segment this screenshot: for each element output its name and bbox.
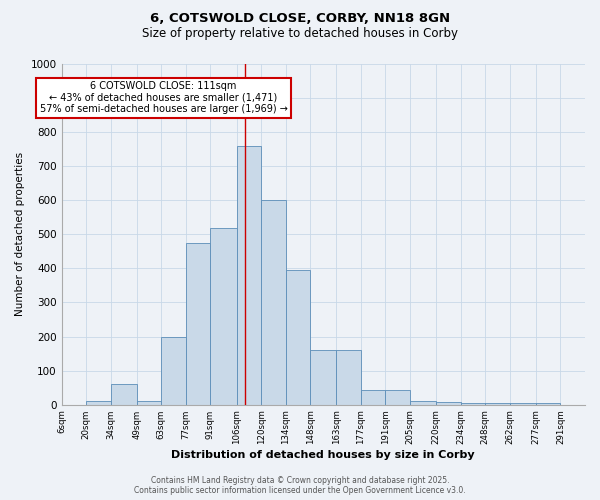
Text: Size of property relative to detached houses in Corby: Size of property relative to detached ho…	[142, 28, 458, 40]
Bar	[436, 402, 461, 404]
Text: Contains HM Land Registry data © Crown copyright and database right 2025.
Contai: Contains HM Land Registry data © Crown c…	[134, 476, 466, 495]
Text: 6, COTSWOLD CLOSE, CORBY, NN18 8GN: 6, COTSWOLD CLOSE, CORBY, NN18 8GN	[150, 12, 450, 26]
Bar	[536, 403, 560, 404]
Bar	[485, 403, 510, 404]
Bar	[286, 270, 310, 404]
Bar	[410, 402, 436, 404]
Y-axis label: Number of detached properties: Number of detached properties	[15, 152, 25, 316]
Bar	[510, 403, 536, 404]
X-axis label: Distribution of detached houses by size in Corby: Distribution of detached houses by size …	[172, 450, 475, 460]
Bar	[310, 350, 337, 405]
Bar	[385, 390, 410, 404]
Bar	[86, 400, 110, 404]
Bar	[361, 390, 385, 404]
Bar	[186, 243, 211, 404]
Bar	[137, 400, 161, 404]
Bar	[236, 146, 261, 405]
Bar	[261, 200, 286, 404]
Bar	[161, 336, 186, 404]
Text: 6 COTSWOLD CLOSE: 111sqm
← 43% of detached houses are smaller (1,471)
57% of sem: 6 COTSWOLD CLOSE: 111sqm ← 43% of detach…	[40, 81, 287, 114]
Bar	[461, 403, 485, 404]
Bar	[110, 384, 137, 404]
Bar	[211, 228, 236, 404]
Bar	[337, 350, 361, 405]
